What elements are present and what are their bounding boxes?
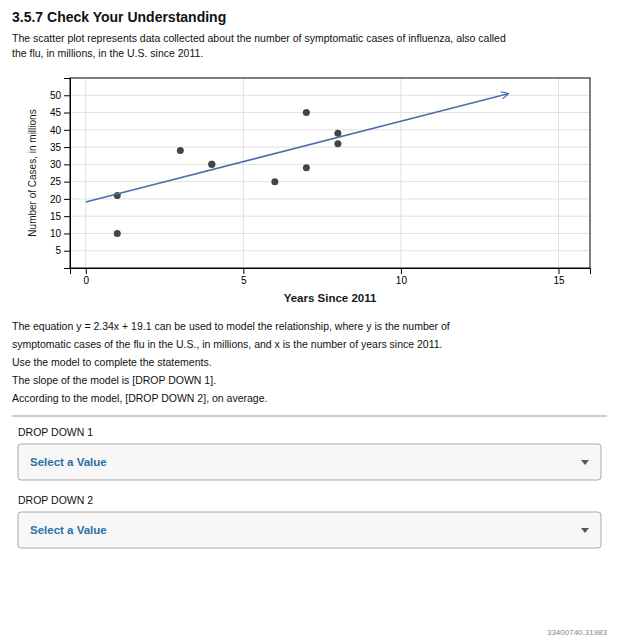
- separator: [12, 416, 607, 417]
- x-tick-mark: [401, 268, 402, 274]
- y-tick-label: 45: [50, 107, 62, 118]
- x-tick-label: 10: [396, 275, 408, 286]
- y-axis-title: Number of Cases, in millions: [27, 109, 38, 236]
- y-axis-line: [64, 79, 71, 269]
- y-tick-mark: [64, 251, 70, 252]
- y-tick-mark: [64, 233, 70, 234]
- annotation: Use the model to complete the statements…: [12, 356, 212, 368]
- dropdown-box: [18, 512, 601, 548]
- grid-line: [70, 147, 590, 148]
- y-tick: 15: [50, 211, 70, 222]
- x-tick-label: 15: [553, 275, 565, 286]
- y-tick-label: 25: [50, 176, 62, 187]
- scatter-point: [334, 130, 341, 137]
- grid-line: [243, 78, 244, 268]
- x-axis-line: [71, 269, 591, 275]
- grid-line: [70, 198, 590, 199]
- y-tick-mark: [64, 130, 70, 131]
- dropdown-caret: [581, 528, 589, 533]
- x-tick: 0: [83, 268, 89, 286]
- grid-line: [70, 164, 590, 165]
- y-tick: 50: [50, 90, 70, 101]
- dropdown: Select a Value: [18, 512, 601, 548]
- x-axis-title: Years Since 2011: [284, 292, 377, 304]
- footer: 33400740.31983: [547, 628, 608, 637]
- grid-line: [70, 112, 590, 113]
- y-tick-label: 5: [55, 245, 61, 256]
- y-tick: 35: [50, 142, 70, 153]
- scatter-point: [114, 230, 121, 237]
- grid-line: [70, 233, 590, 234]
- x-tick-mark: [558, 268, 559, 274]
- y-tick: 40: [50, 125, 70, 136]
- plot-frame: [70, 78, 590, 268]
- scatter-point: [271, 178, 278, 185]
- grid-line: [70, 216, 590, 217]
- subtitle: the flu, in millions, in the U.S. since …: [12, 47, 203, 59]
- x-tick: 15: [553, 268, 565, 286]
- y-tick-label: 20: [50, 194, 62, 205]
- y-tick-label: 40: [50, 125, 62, 136]
- grid-line: [85, 78, 86, 268]
- y-tick: 25: [50, 176, 70, 187]
- x-axis: 0 5 10 15: [71, 268, 591, 286]
- y-tick: 20: [50, 194, 70, 205]
- scatter-point: [303, 164, 310, 171]
- annotation: symptomatic cases of the flu in the U.S.…: [12, 338, 443, 350]
- grid-line: [70, 95, 590, 96]
- grid-line: [558, 78, 559, 268]
- annotation: The equation y = 2.34x + 19.1 can be use…: [12, 320, 450, 332]
- y-tick-mark: [64, 216, 70, 217]
- y-tick-mark: [64, 113, 70, 114]
- y-tick: 10: [50, 228, 70, 239]
- dropdown-value: Select a Value: [30, 456, 107, 468]
- y-tick-mark: [64, 95, 70, 96]
- dropdown-caret: [581, 460, 589, 465]
- x-tick: 10: [396, 268, 408, 286]
- subtitle: The scatter plot represents data collect…: [12, 32, 506, 44]
- x-tick-label: 0: [83, 275, 89, 286]
- grid-line: [70, 181, 590, 182]
- scatter-point: [208, 161, 215, 168]
- y-tick-mark: [64, 147, 70, 148]
- dropdown: Select a Value: [18, 444, 601, 480]
- y-tick-mark: [64, 164, 70, 165]
- dropdown-label: DROP DOWN 1: [18, 426, 93, 438]
- grid-line: [70, 129, 590, 130]
- scatter-point: [177, 147, 184, 154]
- scatter-point: [303, 109, 310, 116]
- y-tick: 5: [55, 245, 70, 256]
- trend-line: [86, 94, 508, 202]
- title: 3.5.7 Check Your Understanding: [12, 9, 226, 25]
- y-tick-label: 10: [50, 228, 62, 239]
- scatter-point: [334, 140, 341, 147]
- x-tick-label: 5: [241, 275, 247, 286]
- dropdown-box: [18, 444, 601, 480]
- x-tick-mark: [86, 268, 87, 274]
- data-marks: [86, 94, 508, 237]
- y-tick-label: 35: [50, 142, 62, 153]
- dropdown-label: DROP DOWN 2: [18, 494, 93, 506]
- dropdown-value: Select a Value: [30, 524, 107, 536]
- x-tick: 5: [241, 268, 247, 286]
- y-tick-label: 15: [50, 211, 62, 222]
- y-tick-label: 50: [50, 90, 62, 101]
- y-tick-mark: [64, 182, 70, 183]
- grid-line: [400, 78, 401, 268]
- y-tick-mark: [64, 199, 70, 200]
- y-tick-label: 30: [50, 159, 62, 170]
- grid: [70, 78, 590, 268]
- y-tick: 30: [50, 159, 70, 170]
- plot: 0 5 10 15 5 10 15 20 25 30 35 40 45 50 Years Since 201…: [27, 78, 591, 304]
- grid-line: [70, 250, 590, 251]
- y-axis: 5 10 15 20 25 30 35 40 45 50: [50, 79, 71, 269]
- y-tick: 45: [50, 107, 70, 118]
- annotation: According to the model, [DROP DOWN 2], o…: [12, 392, 267, 404]
- scatter-point: [208, 161, 215, 168]
- chart: 3.5.7 Check Your Understanding The scatte…: [0, 0, 619, 641]
- annotation: The slope of the model is [DROP DOWN 1].: [12, 374, 216, 386]
- x-tick-mark: [243, 268, 244, 274]
